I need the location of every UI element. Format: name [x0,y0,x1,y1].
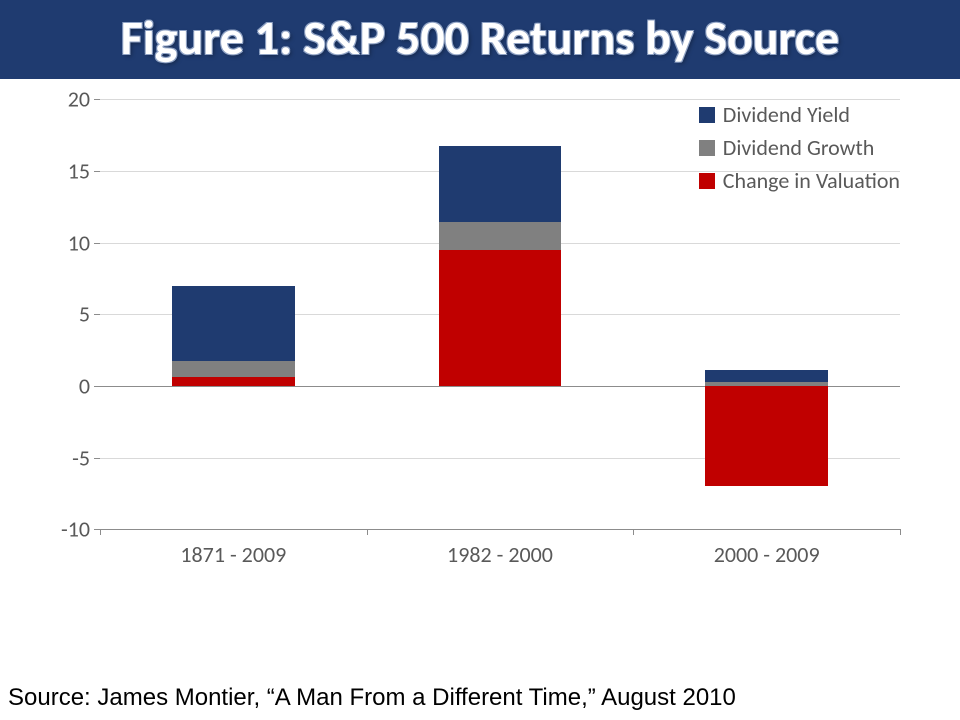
x-tick-mark [100,529,101,535]
bar-segment-dividend_growth [439,222,562,249]
bar-segment-dividend_yield [439,146,562,222]
y-tick-mark [94,171,100,172]
x-tick-mark [367,529,368,535]
legend-swatch [699,173,715,189]
legend-label: Change in Valuation [723,167,900,194]
legend-swatch [699,140,715,156]
bar-segment-dividend_yield [172,286,295,362]
legend-item: Dividend Yield [699,101,900,128]
legend-label: Dividend Growth [723,134,875,161]
bar-segment-change_valuation [439,250,562,386]
x-category-label: 1982 - 2000 [447,541,553,568]
y-tick-mark [94,243,100,244]
legend: Dividend Yield Dividend Growth Change in V… [699,101,900,200]
y-tick-mark [94,458,100,459]
x-tick-mark [633,529,634,535]
figure-title: Figure 1: S&P 500 Returns by Source [0,10,960,65]
bar-segment-dividend_growth [705,382,828,386]
source-citation: Source: James Montier, “A Man From a Dif… [8,684,736,712]
baseline [100,529,900,530]
legend-item: Dividend Growth [699,134,900,161]
y-tick-mark [94,314,100,315]
legend-item: Change in Valuation [699,167,900,194]
legend-label: Dividend Yield [723,101,850,128]
chart-area: -10-505101520 Dividend YieldDividend Gro… [40,89,920,589]
x-tick-mark [900,529,901,535]
bar-segment-change_valuation [705,386,828,486]
y-tick-mark [94,99,100,100]
legend-swatch [699,107,715,123]
bar-segment-dividend_yield [705,370,828,381]
x-category-label: 1871 - 2009 [180,541,286,568]
x-category-label: 2000 - 2009 [714,541,820,568]
bar-segment-change_valuation [172,377,295,386]
title-bar: Figure 1: S&P 500 Returns by Source [0,0,960,79]
gridline [100,99,900,100]
bar-segment-dividend_growth [172,361,295,377]
